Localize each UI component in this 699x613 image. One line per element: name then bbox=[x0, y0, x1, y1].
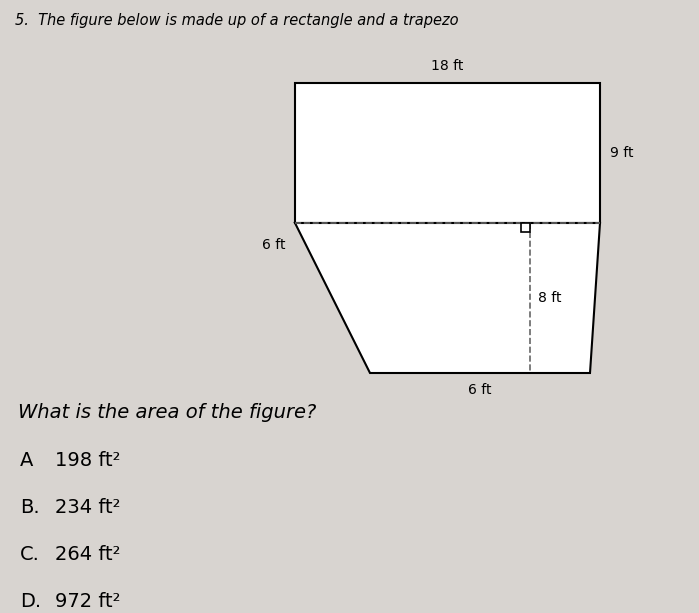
Polygon shape bbox=[295, 83, 600, 223]
Text: 5.  The figure below is made up of a rectangle and a trapezo: 5. The figure below is made up of a rect… bbox=[15, 13, 459, 28]
Text: A: A bbox=[20, 451, 34, 470]
Text: 972 ft²: 972 ft² bbox=[55, 592, 120, 611]
Text: What is the area of the figure?: What is the area of the figure? bbox=[18, 403, 317, 422]
Bar bbox=[521, 223, 530, 232]
Text: 18 ft: 18 ft bbox=[431, 59, 463, 73]
Text: 198 ft²: 198 ft² bbox=[55, 451, 120, 470]
Text: 234 ft²: 234 ft² bbox=[55, 498, 120, 517]
Text: 264 ft²: 264 ft² bbox=[55, 545, 120, 564]
Text: 9 ft: 9 ft bbox=[610, 146, 633, 160]
Text: 8 ft: 8 ft bbox=[538, 291, 561, 305]
Text: C.: C. bbox=[20, 545, 40, 564]
Text: B.: B. bbox=[20, 498, 40, 517]
Text: D.: D. bbox=[20, 592, 41, 611]
Text: 6 ft: 6 ft bbox=[261, 238, 285, 252]
Polygon shape bbox=[295, 223, 600, 373]
Text: 6 ft: 6 ft bbox=[468, 383, 492, 397]
